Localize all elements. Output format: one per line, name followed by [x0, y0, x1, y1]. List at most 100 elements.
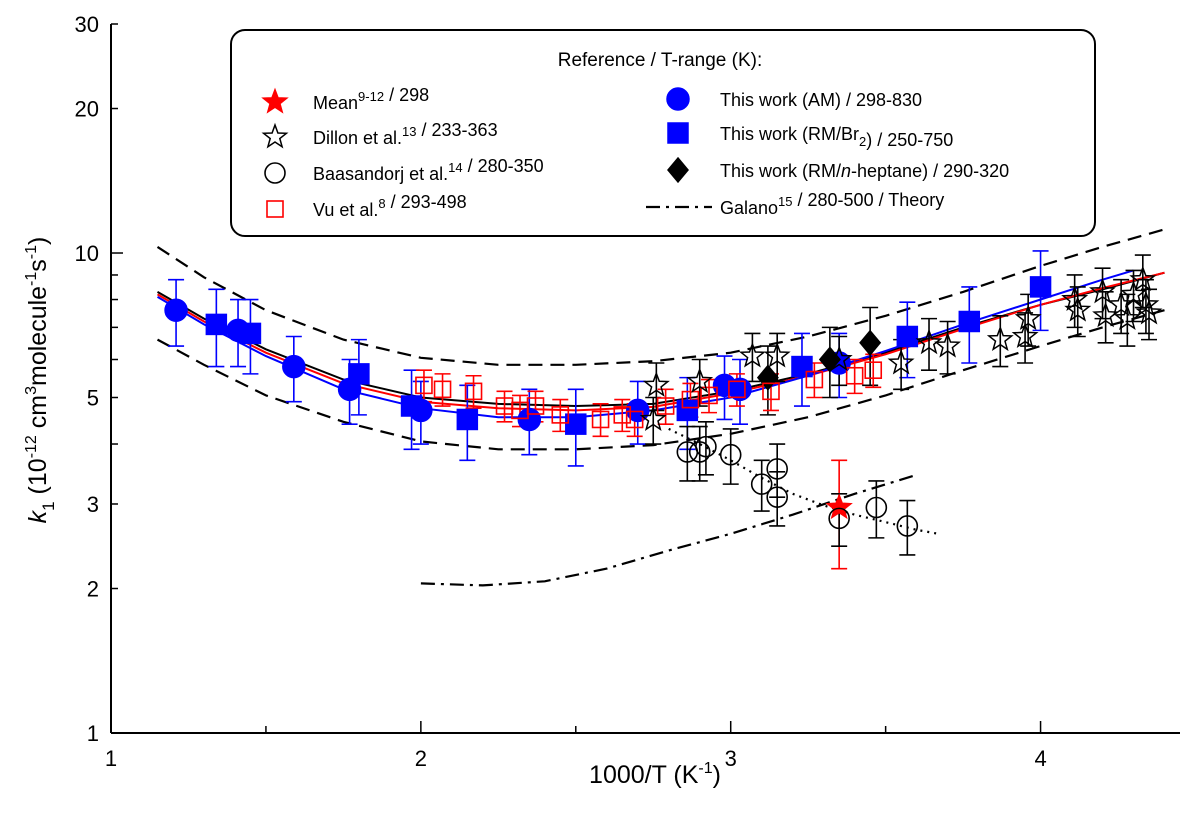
legend-text-part: / 298	[384, 85, 429, 105]
error-bars	[168, 250, 1158, 570]
point-rmbr	[565, 413, 587, 435]
point-dillon	[1061, 285, 1089, 311]
point-dillon	[1132, 290, 1160, 317]
point-rmbr	[456, 408, 479, 431]
y-ticks: 1 2 3 5 10 20 30	[75, 12, 123, 746]
x-ticks: 1 2 3 4	[105, 721, 1047, 771]
legend-label-am: This work (AM) / 298-830	[720, 90, 922, 110]
point-vu	[625, 410, 644, 429]
point-baasandorj	[865, 496, 888, 519]
point-dillon	[686, 367, 714, 393]
legend-text-part: ) / 250-750	[866, 130, 953, 150]
legend-marker-vu	[266, 200, 284, 218]
errorbar-baasandorj	[697, 420, 714, 476]
legend-text-part: This work (RM/Br	[720, 124, 859, 144]
curve-upper	[156, 228, 1165, 366]
point-rmbr	[400, 395, 423, 417]
data-markers	[164, 265, 1163, 537]
legend-marker-rmbr	[667, 122, 689, 144]
point-am	[517, 407, 542, 432]
point-baasandorj	[688, 441, 711, 463]
y-tick-label: 10	[75, 241, 99, 266]
legend-label-rmbr: This work (RM/Br2) / 250-750	[720, 124, 953, 150]
point-dillon	[986, 325, 1014, 352]
y-tick-label: 1	[87, 721, 99, 746]
point-vu	[656, 397, 675, 415]
point-am	[282, 354, 306, 379]
point-vu	[700, 386, 718, 405]
point-am	[164, 298, 188, 322]
legend-text-part: / 280-500 / Theory	[793, 190, 945, 210]
point-dillon	[763, 341, 791, 368]
legend-label-dillon: Dillon et al.13 / 233-363	[313, 120, 498, 148]
y-tick-label: 3	[87, 492, 99, 517]
point-baasandorj	[896, 515, 919, 537]
legend-label-vu: Vu et al.8 / 293-498	[313, 192, 467, 220]
legend-marker-am	[666, 87, 690, 111]
errorbar-vu	[465, 374, 482, 409]
errorbar-dillon	[648, 362, 665, 412]
legend-text-part: Baasandorj et al.	[313, 164, 448, 184]
point-baasandorj	[750, 473, 773, 495]
point-dillon	[1089, 277, 1116, 304]
errorbar-dillon	[1125, 269, 1142, 323]
legend-label-mean: Mean9-12 / 298	[313, 85, 429, 113]
legend-label-baasandorj: Baasandorj et al.14 / 280-350	[313, 156, 544, 184]
y-tick-label: 5	[87, 386, 99, 411]
plot-frame	[110, 24, 1180, 734]
errorbar-dillon	[921, 317, 938, 371]
legend-text-part: / 233-363	[417, 120, 498, 140]
point-mean	[825, 493, 853, 520]
errorbar-baasandorj	[769, 443, 786, 498]
point-vu	[551, 406, 570, 424]
point-rmhep	[859, 329, 882, 356]
legend-text-part: Dillon et al.	[313, 128, 402, 148]
point-baasandorj	[766, 458, 788, 480]
point-dillon	[639, 405, 667, 431]
legend-text-part: 8	[378, 196, 385, 211]
errorbar-dillon	[1097, 291, 1114, 344]
point-baasandorj	[695, 435, 717, 458]
x-tick-label: 2	[415, 746, 427, 771]
point-vu	[728, 380, 746, 399]
point-baasandorj	[766, 486, 788, 508]
point-rmbr	[1029, 276, 1052, 298]
legend-text-part: 2	[859, 134, 866, 149]
x-axis-label: 1000/T (K-1)	[589, 760, 721, 789]
errorbar-vu	[592, 403, 609, 438]
point-vu	[433, 380, 452, 399]
errorbar-dillon	[1134, 254, 1151, 309]
point-rmbr	[791, 355, 813, 378]
y-axis-label: k1 (10-12 cm3molecule-1s-1)	[23, 237, 58, 524]
point-dillon	[1014, 304, 1042, 331]
point-vu	[415, 376, 433, 395]
legend-text-part: Mean	[313, 93, 358, 113]
point-vu	[864, 361, 883, 379]
legend-text-part: This work (AM) / 298-830	[720, 90, 922, 110]
point-dillon	[825, 345, 853, 371]
point-rmbr	[239, 322, 262, 345]
point-dillon	[1129, 265, 1157, 292]
point-vu	[762, 382, 780, 401]
legend-title: Reference / T-range (K):	[558, 50, 763, 71]
fit-curves	[156, 228, 1165, 587]
errorbar-vu	[865, 353, 882, 389]
errorbar-baasandorj	[722, 428, 739, 485]
legend-text-part: / 293-498	[386, 192, 467, 212]
legend-text-part: -heptane) / 290-320	[851, 161, 1009, 181]
point-dillon	[934, 331, 962, 358]
curve-baas_fit	[668, 427, 939, 535]
point-rmbr	[676, 399, 699, 422]
legend-text-part: / 280-350	[463, 156, 544, 176]
y-tick-label: 2	[87, 577, 99, 602]
point-baasandorj	[828, 507, 850, 530]
curve-fit_blue	[156, 269, 1134, 419]
point-rmbr	[205, 313, 228, 336]
x-tick-label: 4	[1034, 746, 1046, 771]
legend-text-part: 9-12	[358, 89, 384, 104]
point-dillon	[1107, 290, 1135, 317]
legend-text-part: 13	[402, 124, 416, 139]
legend-text-part: Galano	[720, 198, 778, 218]
curve-fit_black	[157, 271, 1165, 408]
